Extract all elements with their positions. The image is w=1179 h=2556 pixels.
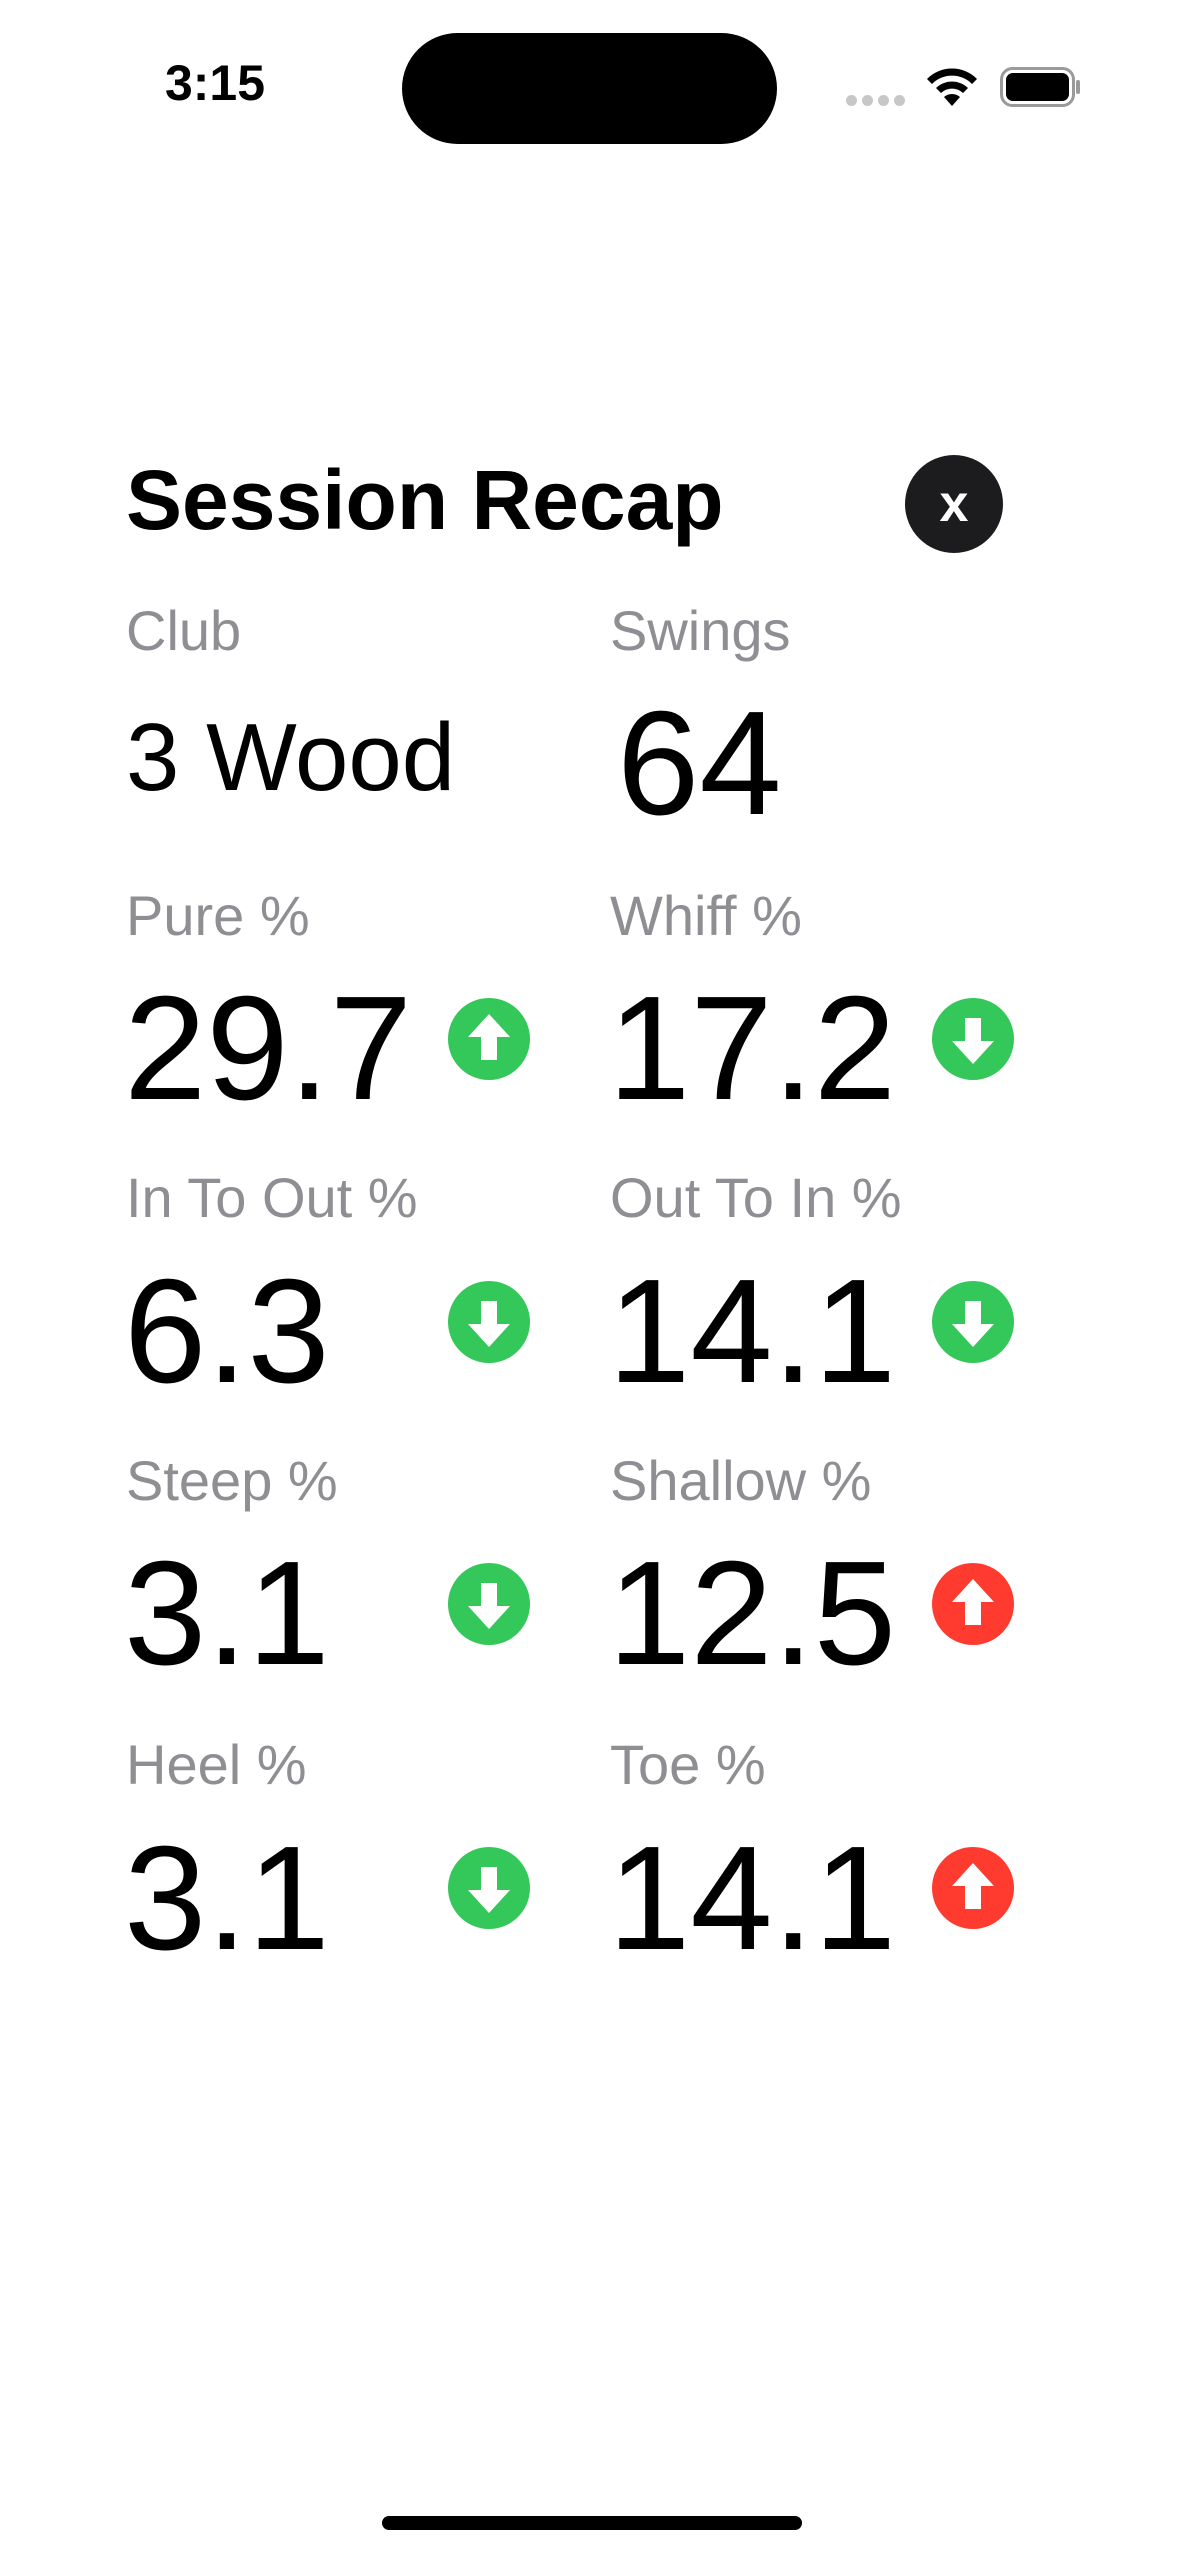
arrow-down-circle-icon — [448, 1281, 530, 1363]
shallow-label: Shallow % — [610, 1449, 872, 1512]
close-button[interactable]: x — [905, 455, 1003, 553]
toe-value: 14.1 — [608, 1816, 897, 1981]
arrow-up-circle-icon — [932, 1847, 1014, 1929]
wifi-icon — [927, 68, 977, 106]
cellular-signal-icon — [846, 95, 906, 107]
heel-label: Heel % — [126, 1733, 307, 1796]
arrow-down-circle-icon — [448, 1563, 530, 1645]
battery-icon — [1000, 67, 1080, 107]
pure-label: Pure % — [126, 884, 310, 947]
steep-label: Steep % — [126, 1449, 338, 1512]
out-to-in-value: 14.1 — [608, 1249, 897, 1414]
arrow-up-circle-icon — [932, 1563, 1014, 1645]
status-time: 3:15 — [164, 55, 266, 111]
heel-value: 3.1 — [124, 1816, 330, 1981]
shallow-value: 12.5 — [608, 1531, 897, 1696]
swings-value: 64 — [617, 681, 782, 846]
swings-label: Swings — [610, 599, 791, 662]
arrow-down-circle-icon — [932, 998, 1014, 1080]
page-title: Session Recap — [126, 453, 724, 547]
status-bar: 3:15 — [0, 0, 1179, 160]
pure-value: 29.7 — [124, 966, 413, 1131]
whiff-value: 17.2 — [608, 966, 897, 1131]
close-icon: x — [939, 475, 969, 533]
out-to-in-label: Out To In % — [610, 1166, 902, 1229]
whiff-label: Whiff % — [610, 884, 802, 947]
home-indicator[interactable] — [382, 2516, 802, 2530]
arrow-down-circle-icon — [448, 1847, 530, 1929]
in-to-out-value: 6.3 — [124, 1249, 330, 1414]
arrow-up-circle-icon — [448, 998, 530, 1080]
in-to-out-label: In To Out % — [126, 1166, 418, 1229]
toe-label: Toe % — [610, 1733, 766, 1796]
club-value: 3 Wood — [126, 704, 456, 811]
steep-value: 3.1 — [124, 1531, 330, 1696]
dynamic-island — [402, 33, 777, 144]
club-label: Club — [126, 599, 242, 662]
arrow-down-circle-icon — [932, 1281, 1014, 1363]
